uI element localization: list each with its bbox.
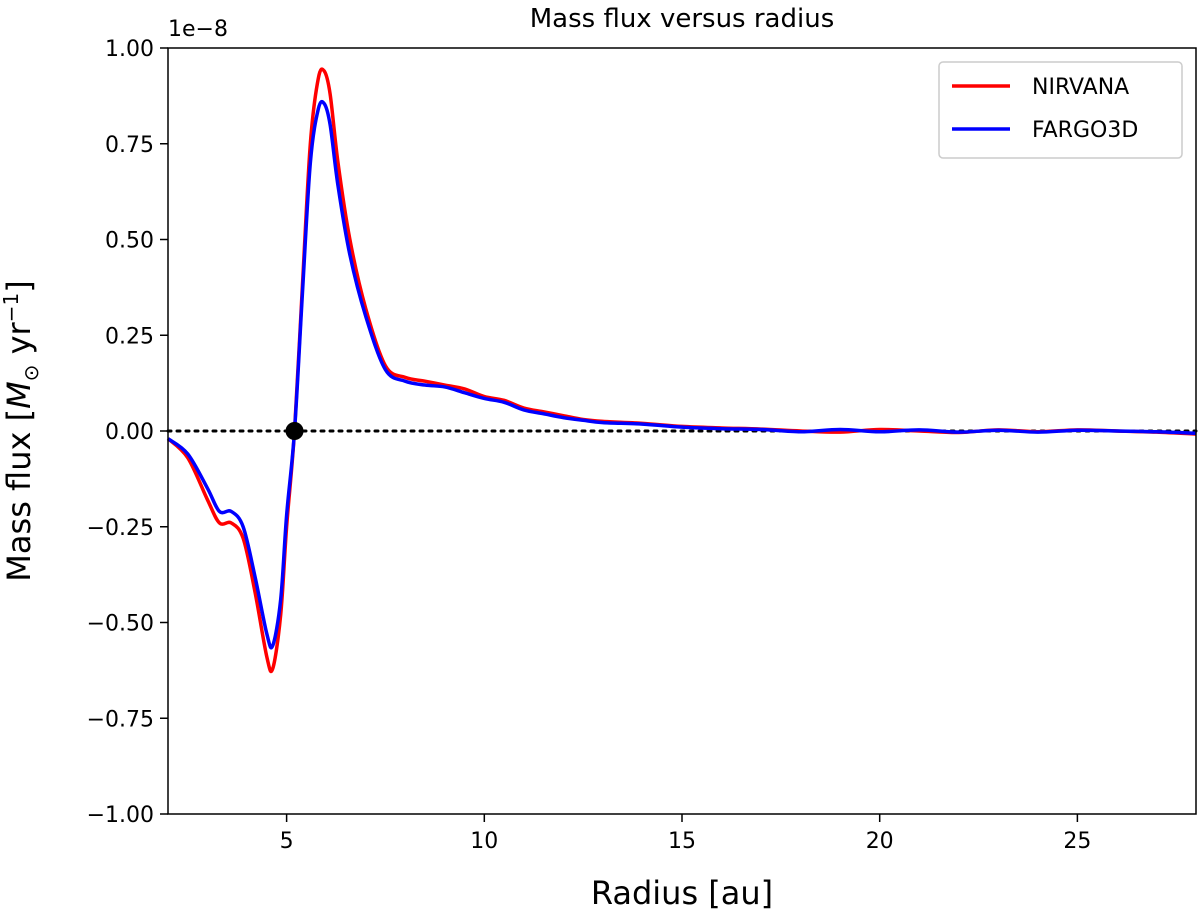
y-offset-text: 1e−8 bbox=[168, 17, 228, 42]
x-tick-label: 10 bbox=[470, 829, 498, 854]
y-tick-label: 0.75 bbox=[105, 133, 154, 158]
x-tick-label: 25 bbox=[1063, 829, 1091, 854]
x-tick-label: 15 bbox=[668, 829, 696, 854]
zero-crossing-marker bbox=[285, 422, 304, 440]
series-line-nirvana bbox=[166, 67, 1197, 674]
series-layer bbox=[166, 67, 1197, 674]
x-axis-title: Radius [au] bbox=[591, 874, 773, 912]
legend: NIRVANA FARGO3D bbox=[938, 61, 1183, 159]
y-tick-label: 1.00 bbox=[105, 37, 154, 62]
ticks-layer: 5 10 15 20 25 −1.00 −0.75 −0.50 −0.25 0.00 0.25 0.5… bbox=[87, 37, 1092, 854]
y-tick-label: −1.00 bbox=[87, 803, 154, 828]
series-line-fargo3d bbox=[166, 99, 1197, 650]
x-tick-label: 5 bbox=[280, 829, 294, 854]
legend-label-nirvana: NIRVANA bbox=[1032, 75, 1129, 100]
y-tick-label: 0.25 bbox=[105, 324, 154, 349]
x-tick-label: 20 bbox=[866, 829, 894, 854]
legend-label-fargo3d: FARGO3D bbox=[1032, 118, 1138, 143]
y-axis-title: Mass flux [M⊙ yr−1] bbox=[0, 280, 43, 581]
chart-title: Mass flux versus radius bbox=[530, 4, 835, 34]
y-tick-label: −0.50 bbox=[87, 612, 154, 637]
y-tick-label: 0.50 bbox=[105, 229, 154, 254]
y-tick-label: 0.00 bbox=[105, 420, 154, 445]
y-tick-label: −0.25 bbox=[87, 516, 154, 541]
y-tick-label: −0.75 bbox=[87, 707, 154, 732]
